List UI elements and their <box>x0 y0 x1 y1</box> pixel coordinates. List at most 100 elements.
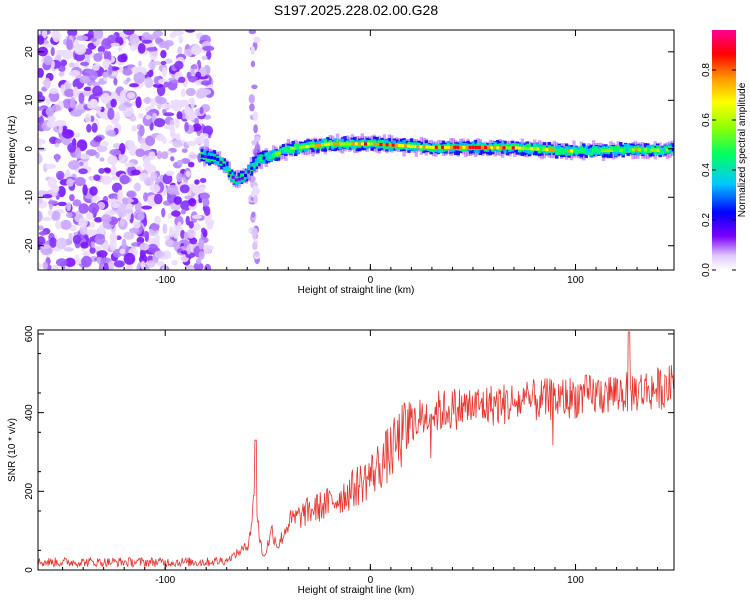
noise-cell <box>138 254 148 264</box>
noise-cell <box>121 208 134 214</box>
ridge-core-cell <box>345 142 349 146</box>
ridge-core-cell <box>493 146 497 150</box>
noise-cell <box>101 140 109 147</box>
noise-cell <box>195 257 202 265</box>
snr-series-line <box>38 331 674 569</box>
noise-cell <box>54 138 62 144</box>
snr-x-label: Height of straight line (km) <box>298 585 415 596</box>
ridge-cell <box>614 148 618 157</box>
ridge-core-cell <box>613 148 617 152</box>
noise-cell <box>150 222 160 231</box>
ridge-core-cell <box>333 142 337 146</box>
noise-cell <box>143 97 152 104</box>
ridge-core-cell <box>447 145 451 149</box>
noise-cell <box>69 97 76 109</box>
ridge-core-cell <box>604 148 608 153</box>
ridge-core-cell <box>656 148 660 152</box>
ridge-cell <box>520 142 524 151</box>
ridge-cell <box>518 147 522 153</box>
colorbar-ticks: 0.0 0.2 0.4 0.6 0.8 <box>701 63 736 277</box>
ridge-cell <box>242 173 246 181</box>
noise-cell <box>54 119 67 127</box>
noise-cell <box>126 77 131 83</box>
ridge-core-cell <box>579 149 583 153</box>
ridge-cell <box>564 146 569 152</box>
noise-cell <box>154 215 161 225</box>
noise-cell <box>129 227 140 234</box>
ridge-core-cell <box>530 147 534 151</box>
ridge-core-cell <box>388 143 392 147</box>
ridge-core-cell <box>360 142 364 146</box>
ridge-core-cell <box>410 144 414 148</box>
ridge-core-cell <box>367 142 371 146</box>
noise-cell <box>180 208 187 215</box>
noise-cell <box>135 96 142 109</box>
noise-cell <box>172 140 183 148</box>
noise-cell <box>111 175 119 181</box>
noise-cell <box>139 124 145 137</box>
ridge-core-cell <box>336 142 340 146</box>
ridge-core-cell <box>354 142 358 146</box>
noise-cell <box>55 49 67 56</box>
ridge-core-cell <box>570 149 574 153</box>
noise-cell <box>83 86 93 91</box>
ridge-core-cell <box>391 143 395 147</box>
ridge-core-cell <box>385 143 389 147</box>
noise-cell <box>66 212 73 218</box>
noise-cell <box>160 103 171 109</box>
noise-cell <box>86 229 99 236</box>
ridge-core-cell <box>471 145 475 149</box>
ridge-core-cell <box>631 148 635 152</box>
noise-cell <box>115 36 124 43</box>
ridge-core-cell <box>311 144 315 148</box>
noise-cell <box>58 71 65 77</box>
ridge-core-cell <box>610 148 614 152</box>
noise-cell <box>184 121 189 132</box>
ridge-core-cell <box>222 163 226 167</box>
noise-cell <box>79 225 88 236</box>
ridge-core-cell <box>453 145 457 149</box>
noise-cell <box>68 70 81 77</box>
noise-cell <box>91 197 97 203</box>
noise-cell <box>88 70 98 81</box>
ridge-core-cell <box>394 143 398 147</box>
noise-cell <box>110 42 120 47</box>
noise-cell <box>76 35 89 42</box>
y-tick-label: -10 <box>24 190 35 205</box>
ridge-core-cell <box>484 146 488 150</box>
x-tick-label: -100 <box>155 275 175 286</box>
noise-cell <box>200 80 212 86</box>
noise-cell <box>52 30 61 43</box>
y-tick-label: 400 <box>24 404 35 421</box>
noise-cell <box>38 231 47 236</box>
noise-cell <box>135 148 145 158</box>
noise-cell <box>43 77 51 89</box>
ridge-core-cell <box>419 145 423 149</box>
noise-cell <box>50 46 55 57</box>
ridge-cell <box>579 146 584 153</box>
ridge-core-cell <box>551 148 555 152</box>
noise-cell <box>152 112 157 119</box>
ridge-core-cell <box>231 175 235 179</box>
ridge-cell <box>505 143 510 149</box>
noise-cell <box>193 262 204 270</box>
colorbar-gradient <box>712 30 736 270</box>
noise-cell <box>101 38 113 50</box>
ridge-cell <box>276 152 281 158</box>
x-tick-label: 0 <box>368 275 374 286</box>
snr-frame <box>37 329 675 571</box>
noise-cell <box>165 170 175 176</box>
noise-cell <box>147 243 159 253</box>
noise-cell <box>170 79 180 84</box>
ridge-core-cell <box>644 148 648 152</box>
noise-cell <box>248 30 257 35</box>
ridge-core-cell <box>511 146 515 150</box>
x-tick-label: 100 <box>567 275 584 286</box>
noise-cell <box>92 64 100 71</box>
ridge-cell <box>513 143 517 150</box>
ridge-core-cell <box>207 155 211 159</box>
noise-cell <box>110 98 117 108</box>
ridge-core-cell <box>299 145 303 149</box>
noise-cell <box>107 198 119 204</box>
noise-cell <box>191 64 198 70</box>
